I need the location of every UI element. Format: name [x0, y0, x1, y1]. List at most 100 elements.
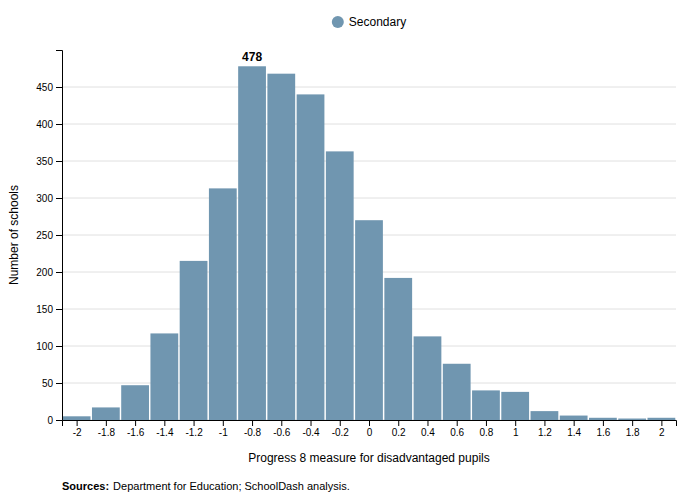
y-tick: 0 [47, 415, 62, 426]
y-tick: 250 [36, 230, 62, 241]
bars [63, 66, 676, 420]
bar [297, 94, 325, 420]
y-tick: 200 [36, 267, 62, 278]
y-tick-label: 450 [36, 82, 53, 93]
x-tick-mark [281, 420, 282, 426]
x-tick-mark [311, 420, 312, 426]
y-tick-mark [56, 198, 62, 199]
y-tick-mark [56, 383, 62, 384]
x-tick: 0.4 [421, 420, 435, 438]
bar [150, 333, 178, 420]
x-tick: -1.6 [127, 420, 145, 438]
bar [63, 416, 91, 420]
x-tick-label: -1.2 [185, 427, 203, 438]
grid [62, 87, 676, 420]
x-tick: 1.2 [538, 420, 552, 438]
x-tick-label: -1.8 [98, 427, 116, 438]
y-tick-mark [56, 272, 62, 273]
source-text: Department for Education; SchoolDash ana… [113, 480, 350, 492]
x-tick: 0.6 [450, 420, 464, 438]
x-axis: -2-1.8-1.6-1.4-1.2-1-0.8-0.6-0.4-0.200.2… [63, 420, 677, 438]
x-tick-label: 1.8 [626, 427, 640, 438]
bar [414, 336, 442, 420]
x-tick: 1 [513, 420, 519, 438]
x-tick: -2 [73, 420, 82, 438]
x-tick: 0.2 [392, 420, 406, 438]
y-axis-title: Number of schools [7, 185, 21, 285]
x-tick: -0.6 [273, 420, 291, 438]
bar [560, 416, 588, 420]
bar [238, 66, 266, 420]
grid-line [62, 124, 676, 125]
source-label: Sources: [62, 480, 109, 492]
y-tick-mark [56, 309, 62, 310]
x-tick-mark [515, 420, 516, 426]
x-axis-line [63, 421, 677, 427]
legend-marker [332, 16, 344, 28]
y-tick-mark [56, 420, 62, 421]
source: Sources: Department for Education; School… [62, 480, 350, 492]
x-tick-mark [398, 420, 399, 426]
x-tick-mark [369, 420, 370, 426]
y-tick-label: 350 [36, 156, 53, 167]
y-tick-label: 150 [36, 304, 53, 315]
x-tick-label: -0.2 [332, 427, 350, 438]
y-tick: 300 [36, 193, 62, 204]
x-tick-mark [252, 420, 253, 426]
x-tick-label: 1.6 [596, 427, 610, 438]
grid-line [62, 198, 676, 199]
x-tick-mark [194, 420, 195, 426]
y-tick-label: 50 [42, 378, 54, 389]
chart: -2-1.8-1.6-1.4-1.2-1-0.8-0.6-0.4-0.200.2… [0, 0, 700, 500]
x-tick-label: -1 [219, 427, 228, 438]
x-tick: -0.4 [302, 420, 320, 438]
x-tick-label: 1.2 [538, 427, 552, 438]
bar [209, 188, 237, 420]
annotation: 478 [242, 50, 262, 64]
x-tick-mark [661, 420, 662, 426]
bar [121, 385, 149, 420]
x-tick-mark [77, 420, 78, 426]
x-tick: 1.4 [567, 420, 581, 438]
grid-line [62, 161, 676, 162]
legend: Secondary [332, 15, 406, 29]
y-tick: 450 [36, 82, 62, 93]
x-tick: -0.2 [332, 420, 350, 438]
x-tick: 1.8 [626, 420, 640, 438]
x-tick-mark [106, 420, 107, 426]
x-tick-mark [486, 420, 487, 426]
x-tick-label: 1.4 [567, 427, 581, 438]
y-tick: 400 [36, 119, 62, 130]
y-tick-mark [56, 87, 62, 88]
y-tick: 350 [36, 156, 62, 167]
x-axis-title: Progress 8 measure for disadvantaged pup… [248, 451, 489, 465]
y-tick-label: 200 [36, 267, 53, 278]
y-tick-label: 250 [36, 230, 53, 241]
bar [267, 74, 295, 420]
x-tick: -1.4 [156, 420, 174, 438]
x-tick-label: 1 [513, 427, 519, 438]
y-tick-label: 100 [36, 341, 53, 352]
y-tick-label: 300 [36, 193, 53, 204]
x-tick-mark [427, 420, 428, 426]
y-tick-mark [56, 235, 62, 236]
bar [501, 392, 529, 420]
x-tick-mark [632, 420, 633, 426]
bar [384, 278, 412, 420]
y-tick-label: 400 [36, 119, 53, 130]
y-tick-mark [56, 161, 62, 162]
x-tick-label: 0.8 [479, 427, 493, 438]
x-tick-mark [223, 420, 224, 426]
x-tick-label: -1.4 [156, 427, 174, 438]
bar [647, 418, 675, 420]
bar [589, 418, 617, 420]
y-tick: 50 [42, 378, 62, 389]
x-tick-mark [340, 420, 341, 426]
x-tick: 1.6 [596, 420, 610, 438]
y-axis: 0 50 100 150 200 250 300 350 400 450 [36, 51, 62, 426]
y-tick-label: 0 [47, 415, 53, 426]
bar [180, 261, 208, 420]
x-tick-mark [135, 420, 136, 426]
y-tick: 150 [36, 304, 62, 315]
x-tick: -1.2 [185, 420, 203, 438]
